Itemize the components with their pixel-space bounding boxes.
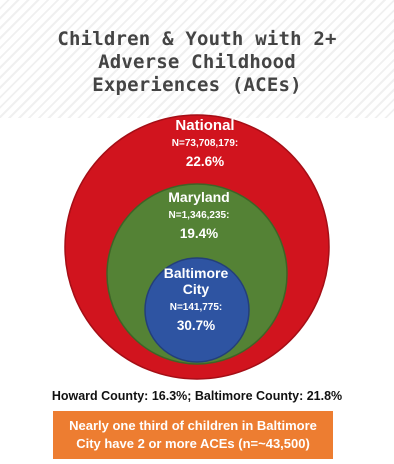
title-line-1: Children & Youth with 2+ xyxy=(57,28,337,50)
baltimore-n: N=141,775: xyxy=(170,302,223,313)
baltimore-label-line-2: City xyxy=(183,281,210,297)
title-line-3: Experiences (ACEs) xyxy=(92,74,302,96)
callout-line-2: City have 2 or more ACEs (n=~43,500) xyxy=(76,436,310,451)
title-background xyxy=(0,0,394,118)
national-percent: 22.6% xyxy=(186,154,224,169)
baltimore-label-line-1: Baltimore xyxy=(164,265,229,281)
callout-line-1: Nearly one third of children in Baltimor… xyxy=(69,418,317,433)
nested-circles-diagram: National N=73,708,179: 22.6% Maryland N=… xyxy=(64,114,330,380)
national-n: N=73,708,179: xyxy=(172,138,238,149)
national-label: National xyxy=(175,117,234,134)
title-line-2: Adverse Childhood xyxy=(98,51,296,73)
maryland-n: N=1,346,235: xyxy=(169,210,230,221)
county-stats: Howard County: 16.3%; Baltimore County: … xyxy=(51,389,343,403)
maryland-label: Maryland xyxy=(168,189,229,205)
maryland-percent: 19.4% xyxy=(180,226,218,241)
callout-box: Nearly one third of children in Baltimor… xyxy=(53,411,333,459)
diagram-title: Children & Youth with 2+ Adverse Childho… xyxy=(0,28,394,97)
baltimore-city-circle xyxy=(144,257,250,363)
baltimore-percent: 30.7% xyxy=(177,318,215,333)
